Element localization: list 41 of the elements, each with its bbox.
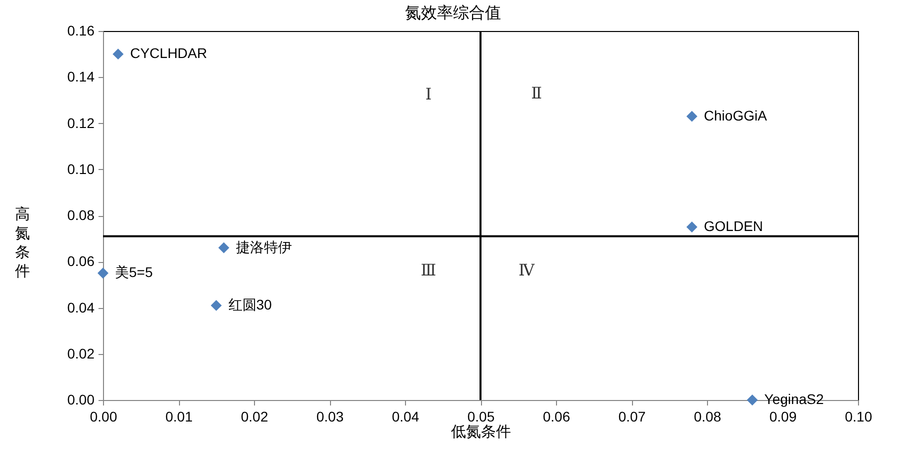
- annotation: Ⅳ: [518, 260, 536, 280]
- point: [686, 110, 698, 122]
- y-tick-label: 0.04: [67, 299, 95, 316]
- x-tick-label: 0.03: [316, 408, 344, 424]
- point: [686, 222, 698, 233]
- y-tick-label: 0.00: [67, 392, 95, 408]
- chart-title: 氮效率综合值: [405, 4, 501, 22]
- point: [746, 394, 758, 406]
- x-tick-label: 0.02: [240, 408, 268, 424]
- series-label: ChioGGiA: [704, 107, 768, 124]
- y-tick-label: 0.16: [67, 22, 95, 38]
- y-tick-label: 0.12: [67, 114, 95, 131]
- x-tick-label: 0.01: [165, 408, 193, 424]
- x-tick-label: 0.04: [392, 408, 420, 424]
- x-axis-title: 低氮条件: [451, 424, 511, 440]
- series-label: 捷洛特伊: [236, 238, 292, 255]
- annotation: Ⅱ: [531, 83, 542, 102]
- y-axis-title: 高氮条件: [15, 206, 30, 280]
- point: [112, 48, 124, 60]
- x-tick-label: 0.09: [769, 408, 797, 424]
- x-tick-label: 0.07: [618, 408, 646, 424]
- y-tick-label: 0.08: [67, 207, 95, 223]
- y-tick-label: 0.10: [67, 160, 95, 177]
- point: [210, 300, 222, 311]
- point: [218, 242, 230, 254]
- point: [98, 268, 108, 279]
- y-tick-label: 0.06: [67, 253, 95, 270]
- annotation: Ⅰ: [425, 84, 432, 104]
- y-tick-label: 0.02: [67, 345, 95, 362]
- x-tick-label: 0.10: [844, 408, 872, 424]
- series-label: YeginaS2: [764, 391, 824, 407]
- x-tick-label: 0.08: [694, 408, 722, 424]
- x-tick-label: 0.06: [542, 408, 570, 424]
- series-label: 美5=5: [115, 264, 153, 280]
- annotation: Ⅲ: [420, 260, 436, 280]
- series-label: CYCLHDAR: [130, 45, 208, 62]
- y-tick-label: 0.14: [67, 68, 95, 85]
- series-label: GOLDEN: [704, 218, 764, 234]
- x-tick-label: 0.05: [467, 408, 495, 424]
- series-label: 红圆30: [228, 296, 272, 312]
- x-tick-label: 0.00: [90, 408, 118, 424]
